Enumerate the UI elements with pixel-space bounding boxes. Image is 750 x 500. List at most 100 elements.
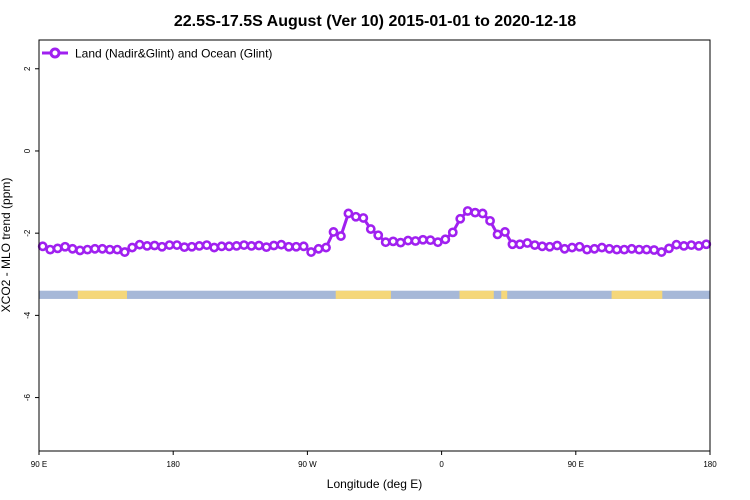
- legend-label: Land (Nadir&Glint) and Ocean (Glint): [75, 47, 272, 61]
- data-point: [380, 237, 391, 248]
- data-point: [567, 242, 577, 253]
- data-point: [283, 241, 294, 252]
- x-axis: 90 E 180 90 W 0 90 E 180: [31, 451, 717, 469]
- data-point: [656, 247, 667, 257]
- data-point: [67, 243, 78, 254]
- y-tick-label: -4: [23, 311, 32, 319]
- data-point: [403, 235, 413, 246]
- data-point: [492, 229, 503, 240]
- data-point: [119, 247, 130, 257]
- x-tick-label: 90 W: [298, 460, 317, 469]
- data-point: [358, 213, 369, 223]
- data-point: [254, 240, 264, 251]
- data-point: [664, 243, 674, 254]
- plot-area-frame: [38, 39, 711, 452]
- data-point: [298, 241, 309, 252]
- y-tick-label: -2: [23, 229, 32, 237]
- series-layer: [37, 206, 712, 257]
- x-tick-label: 0: [439, 460, 444, 469]
- data-point: [365, 224, 376, 234]
- data-point: [649, 245, 659, 255]
- data-point: [574, 241, 585, 252]
- data-point: [619, 244, 630, 255]
- data-point: [246, 241, 257, 251]
- data-point: [82, 244, 93, 255]
- data-point: [596, 242, 607, 253]
- data-point: [485, 215, 495, 226]
- data-point: [604, 243, 615, 254]
- data-point: [425, 235, 436, 246]
- data-point: [224, 241, 235, 252]
- data-point: [641, 244, 652, 255]
- legend: Land (Nadir&Glint) and Ocean (Glint): [42, 47, 272, 61]
- data-point: [388, 236, 399, 247]
- data-point: [216, 241, 227, 252]
- data-point: [261, 242, 272, 253]
- data-point: [37, 241, 48, 252]
- data-point: [693, 241, 704, 251]
- x-axis-label: Longitude (deg E): [327, 477, 422, 491]
- data-point: [440, 234, 451, 245]
- data-point: [231, 241, 242, 251]
- data-point: [522, 238, 533, 248]
- data-point: [447, 227, 458, 238]
- data-point: [373, 230, 384, 241]
- data-point: [686, 240, 697, 250]
- data-point: [582, 244, 592, 255]
- y-axis-label: XCO2 - MLO trend (ppm): [0, 178, 13, 313]
- y-tick-label: 2: [23, 66, 32, 71]
- data-point: [634, 244, 645, 255]
- data-point: [172, 240, 182, 250]
- land-segment: [459, 290, 494, 299]
- legend-marker: [49, 47, 61, 59]
- y-axis: 2 0 -2 -4 -6: [23, 66, 39, 401]
- data-point: [97, 243, 108, 254]
- data-point: [671, 239, 682, 250]
- data-point: [134, 239, 145, 250]
- data-point: [514, 239, 525, 250]
- data-point: [179, 242, 190, 253]
- data-point: [104, 244, 115, 255]
- land-segment: [611, 290, 663, 299]
- data-point: [276, 239, 287, 250]
- data-point: [239, 240, 249, 250]
- data-point: [194, 241, 205, 251]
- data-point: [90, 243, 100, 254]
- x-tick-label: 90 E: [568, 460, 584, 469]
- data-point: [537, 241, 548, 252]
- data-point: [313, 243, 324, 254]
- x-tick-label: 90 E: [31, 460, 47, 469]
- data-point: [343, 208, 354, 219]
- data-point: [112, 244, 123, 255]
- data-point: [209, 242, 220, 253]
- land-segment: [335, 290, 391, 299]
- data-point: [268, 240, 279, 251]
- data-point: [611, 244, 622, 255]
- data-point: [589, 243, 600, 254]
- data-point: [626, 243, 637, 254]
- surface-band: [39, 290, 710, 299]
- data-point: [679, 241, 689, 251]
- data-point: [500, 227, 510, 237]
- data-point: [477, 208, 488, 219]
- data-point: [455, 213, 466, 224]
- y-tick-label: -6: [23, 393, 32, 401]
- data-point: [470, 207, 481, 218]
- chart-title: 22.5S-17.5S August (Ver 10) 2015-01-01 t…: [174, 13, 576, 30]
- data-point: [350, 211, 361, 222]
- data-point: [336, 231, 346, 241]
- data-point: [201, 240, 212, 250]
- data-point: [544, 241, 555, 252]
- data-point: [291, 241, 302, 252]
- x-tick-label: 180: [167, 460, 181, 469]
- data-point: [418, 234, 428, 245]
- data-point: [559, 243, 570, 254]
- land-segment: [77, 290, 127, 299]
- data-point: [321, 242, 331, 253]
- data-point: [127, 242, 138, 253]
- data-point: [75, 245, 85, 256]
- data-point: [552, 240, 563, 251]
- data-point: [149, 240, 160, 251]
- x-tick-label: 180: [703, 460, 717, 469]
